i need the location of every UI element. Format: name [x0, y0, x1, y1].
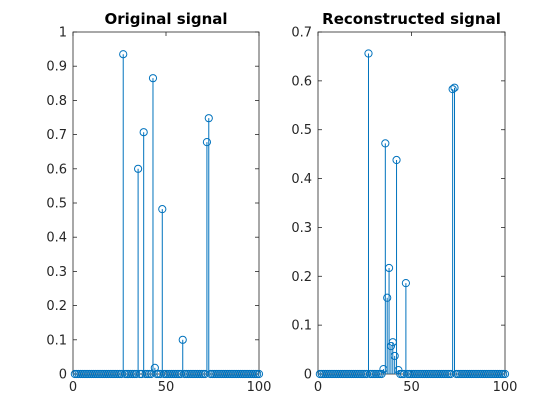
reconstructed-signal-stem-marker: [450, 83, 459, 92]
original-signal-y-tick-label: 0.5: [46, 197, 67, 212]
original-signal-stem-marker: [134, 164, 143, 173]
original-signal-stem-marker: [204, 114, 213, 123]
original-signal-stem-marker: [178, 335, 187, 344]
original-signal-stem-marker: [132, 369, 141, 379]
original-signal-y-tick-label: 0.8: [46, 94, 67, 109]
original-signal-stem-marker: [254, 369, 264, 379]
original-signal-stem-marker: [158, 205, 167, 214]
original-signal-y-tick-label: 0.7: [46, 128, 67, 143]
original-signal-y-tick-label: 0: [59, 368, 67, 383]
original-signal-y-tick-label: 0.4: [46, 231, 67, 246]
reconstructed-signal-y-tick-label: 0.4: [291, 172, 312, 187]
original-signal-y-tick-label: 1: [59, 26, 67, 41]
original-signal-stem-marker: [139, 128, 148, 137]
original-signal-y-tick-label: 0.2: [46, 299, 67, 314]
original-signal-y-tick-label: 0.3: [46, 265, 67, 280]
reconstructed-signal-x-tick-label: 100: [493, 380, 518, 395]
reconstructed-signal-y-ticks: 0 0.1 0.2 0.3 0.4 0.5 0.6 0.7: [291, 26, 505, 383]
reconstructed-signal-y-tick-label: 0.1: [291, 319, 312, 334]
reconstructed-signal-y-tick-label: 0.3: [291, 221, 312, 236]
reconstructed-signal-y-tick-label: 0.5: [291, 123, 312, 138]
original-signal-y-tick-label: 0.9: [46, 60, 67, 75]
original-signal-x-tick-label: 0: [69, 380, 77, 395]
reconstructed-signal-y-tick-label: 0: [304, 368, 312, 383]
reconstructed-signal-stems: [315, 49, 510, 379]
original-signal-y-ticks: 0 0.1 0.2 0.3 0.4 0.5 0.6 0.7 0.8 0.9 1: [46, 26, 259, 383]
original-signal-y-tick-label: 0.1: [46, 333, 67, 348]
reconstructed-signal-stem-marker: [448, 85, 457, 94]
reconstructed-signal-stem-marker: [392, 155, 401, 165]
reconstructed-signal-axes: Reconstructed signal 0 0.1 0.2 0.3 0.4 0.5 0.6…: [291, 10, 517, 395]
reconstructed-signal-x-tick-label: 0: [314, 380, 322, 395]
reconstructed-signal-plot-area: [317, 31, 506, 375]
original-signal-plot-area: [72, 31, 260, 375]
reconstructed-signal-y-tick-label: 0.7: [291, 26, 312, 41]
reconstructed-signal-title: Reconstructed signal: [322, 10, 501, 28]
reconstructed-signal-y-tick-label: 0.2: [291, 270, 312, 285]
original-signal-title: Original signal: [104, 10, 227, 28]
reconstructed-signal-y-tick-label: 0.6: [291, 74, 312, 89]
reconstructed-signal-stem-marker: [390, 351, 399, 361]
original-signal-stems: [70, 50, 264, 379]
reconstructed-signal-x-tick-label: 50: [403, 380, 420, 395]
reconstructed-signal-stem-marker: [384, 263, 394, 273]
reconstructed-signal-stem-marker: [381, 139, 390, 148]
original-signal-stem-marker: [202, 138, 212, 147]
original-signal-axes: Original signal 0 0.1 0.2 0.3 0.4 0.5 0.6 0.7 0.…: [46, 10, 271, 395]
reconstructed-signal-stem-marker: [386, 342, 396, 351]
reconstructed-signal-stem-marker: [401, 279, 410, 288]
original-signal-stem-marker: [119, 50, 128, 59]
original-signal-x-tick-label: 100: [247, 380, 272, 395]
reconstructed-signal-stem-marker: [500, 369, 510, 379]
original-signal-stem-marker: [148, 74, 158, 83]
reconstructed-signal-stem-marker: [364, 49, 373, 58]
reconstructed-signal-stem-marker: [383, 293, 392, 302]
original-signal-stem-marker: [150, 363, 159, 372]
original-signal-x-tick-label: 50: [158, 380, 175, 395]
original-signal-y-tick-label: 0.6: [46, 162, 67, 177]
